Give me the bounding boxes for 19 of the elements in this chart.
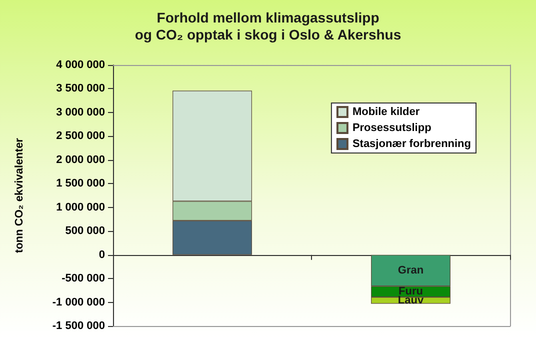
series-label: Lauv	[398, 294, 424, 306]
y-tick-label: 500 000	[65, 225, 105, 238]
y-tick-label: -1 500 000	[52, 320, 105, 332]
series-label: Gran	[398, 264, 424, 276]
y-tick-label: 0	[98, 248, 105, 261]
y-tick-label: -1 000 000	[52, 296, 105, 308]
legend-label: Stasjonær forbrenning	[352, 138, 471, 150]
y-tick-label: 4 000 000	[56, 59, 105, 71]
y-tick-label: 2 000 000	[56, 154, 105, 166]
y-tick-label: 3 000 000	[56, 106, 105, 118]
y-axis-title: tonn CO₂ ekvivalenter	[14, 137, 26, 253]
y-tick-label: 3 500 000	[56, 82, 105, 95]
y-tick-label: -500 000	[62, 272, 105, 285]
legend-label: Mobile kilder	[352, 106, 420, 118]
y-tick-label: 1 000 000	[56, 201, 105, 214]
chart-title: Forhold mellom klimagassutslipp og CO₂ opptak i skog i Oslo & Akershus	[134, 10, 402, 42]
y-tick-label: 2 500 000	[56, 130, 105, 142]
y-tick-label: 1 500 000	[56, 178, 105, 190]
legend-label: Prosessutslipp	[352, 122, 432, 134]
